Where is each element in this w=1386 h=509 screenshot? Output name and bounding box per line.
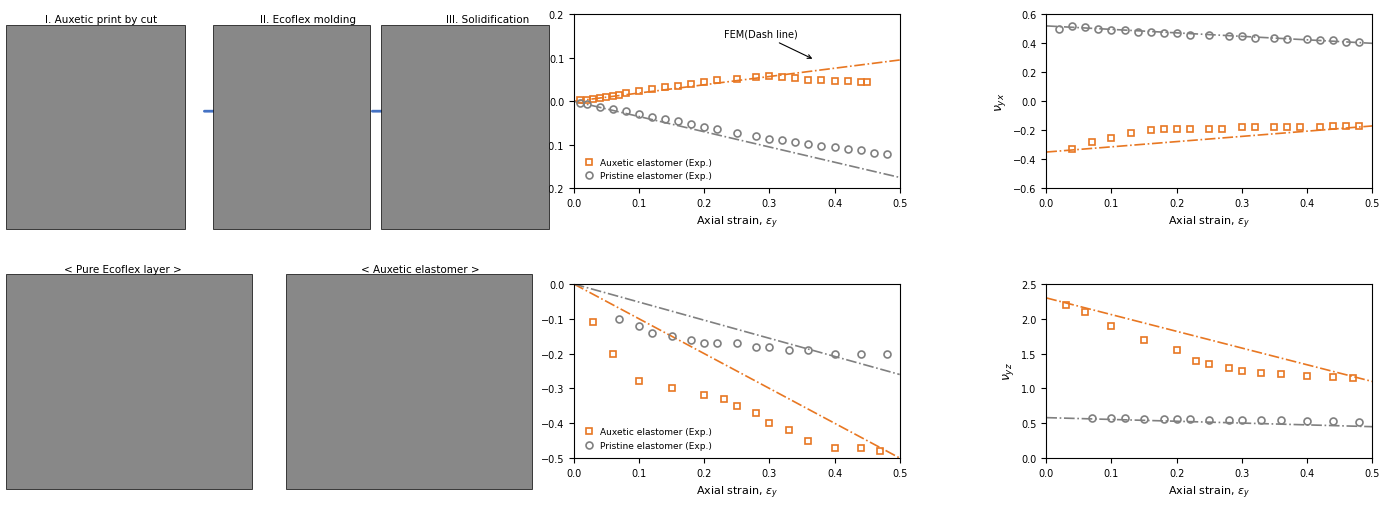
Bar <box>6 25 184 229</box>
Text: I. Auxetic print by cut: I. Auxetic print by cut <box>44 15 157 25</box>
Text: < Pure Ecoflex layer >: < Pure Ecoflex layer > <box>64 265 182 275</box>
Y-axis label: Normal strain, $\varepsilon_z$: Normal strain, $\varepsilon_z$ <box>521 324 535 419</box>
Legend: Auxetic elastomer (Exp.), Pristine elastomer (Exp.): Auxetic elastomer (Exp.), Pristine elast… <box>578 424 715 454</box>
Bar <box>6 275 252 489</box>
Legend: Auxetic elastomer (Exp.), Pristine elastomer (Exp.): Auxetic elastomer (Exp.), Pristine elast… <box>578 155 715 184</box>
X-axis label: Axial strain, $\varepsilon_y$: Axial strain, $\varepsilon_y$ <box>1168 484 1250 500</box>
Y-axis label: $\nu_{yz}$: $\nu_{yz}$ <box>1001 362 1016 381</box>
Text: FEM(Dash line): FEM(Dash line) <box>723 30 811 59</box>
FancyArrowPatch shape <box>204 109 252 115</box>
FancyArrowPatch shape <box>373 109 420 115</box>
Text: < Auxetic elastomer >: < Auxetic elastomer > <box>360 265 480 275</box>
X-axis label: Axial strain, $\varepsilon_y$: Axial strain, $\varepsilon_y$ <box>696 214 778 231</box>
Bar <box>381 25 549 229</box>
Y-axis label: Transverse strain, $\varepsilon_x$: Transverse strain, $\varepsilon_x$ <box>521 44 535 160</box>
Y-axis label: $\nu_{yx}$: $\nu_{yx}$ <box>992 93 1008 112</box>
Bar <box>286 275 532 489</box>
X-axis label: Axial strain, $\varepsilon_y$: Axial strain, $\varepsilon_y$ <box>696 484 778 500</box>
Text: II. Ecoflex molding: II. Ecoflex molding <box>261 15 356 25</box>
Bar <box>213 25 370 229</box>
Text: III. Solidification: III. Solidification <box>445 15 529 25</box>
X-axis label: Axial strain, $\varepsilon_y$: Axial strain, $\varepsilon_y$ <box>1168 214 1250 231</box>
